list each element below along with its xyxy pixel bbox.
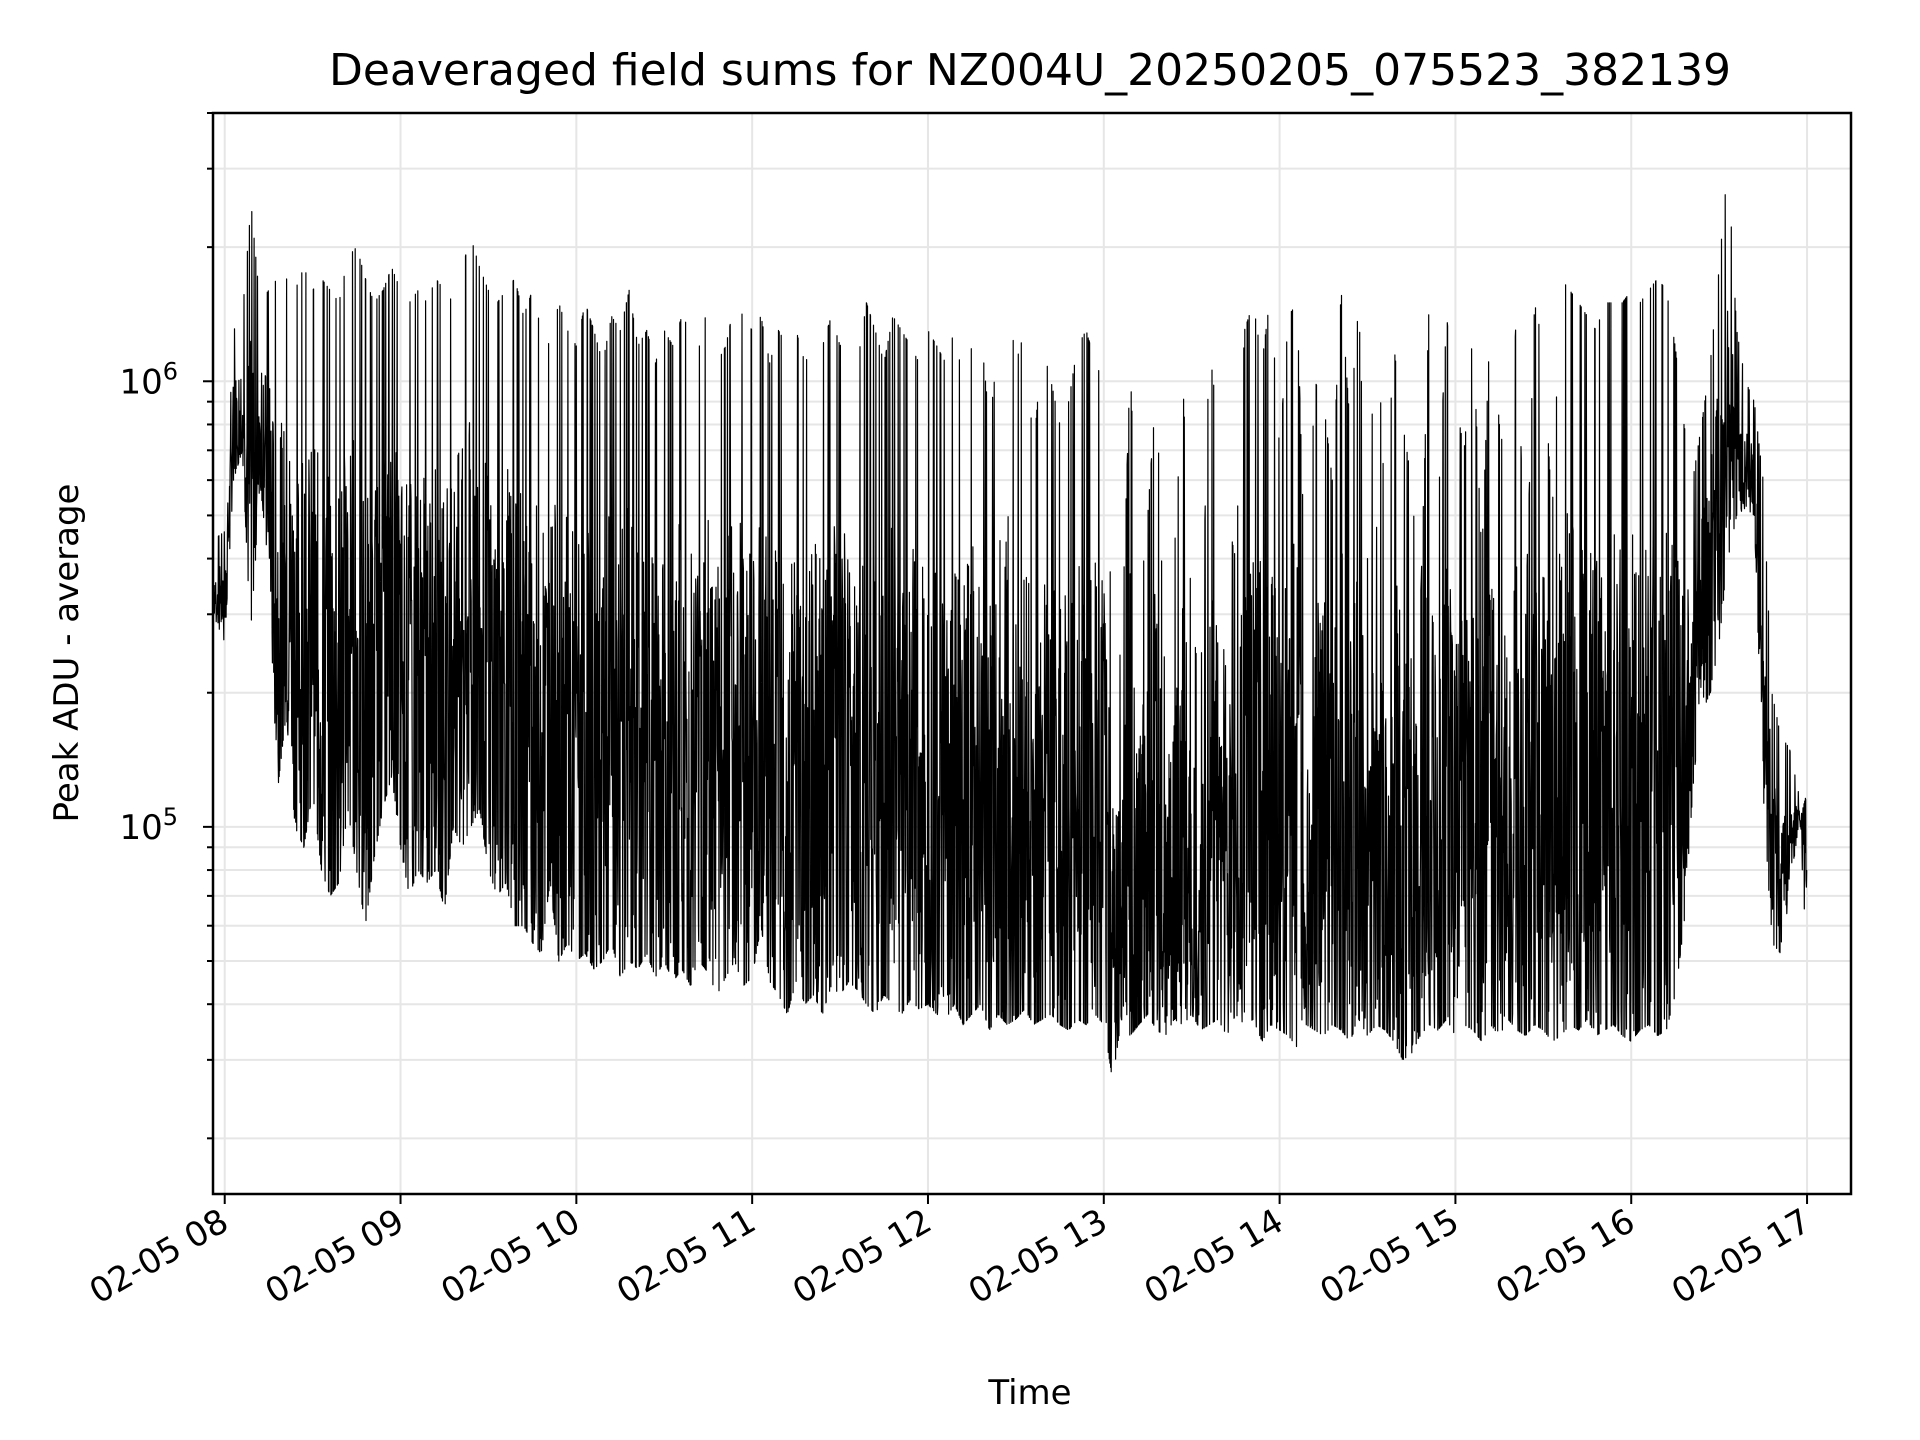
- series-line: [212, 194, 1808, 1073]
- y-axis-label: Peak ADU - average: [47, 484, 87, 823]
- plot-frame: [211, 111, 1853, 1196]
- data-series: [212, 194, 1808, 1073]
- chart-title: Deaveraged field sums for NZ004U_2025020…: [329, 45, 1731, 96]
- x-axis-label: Time: [987, 1373, 1071, 1413]
